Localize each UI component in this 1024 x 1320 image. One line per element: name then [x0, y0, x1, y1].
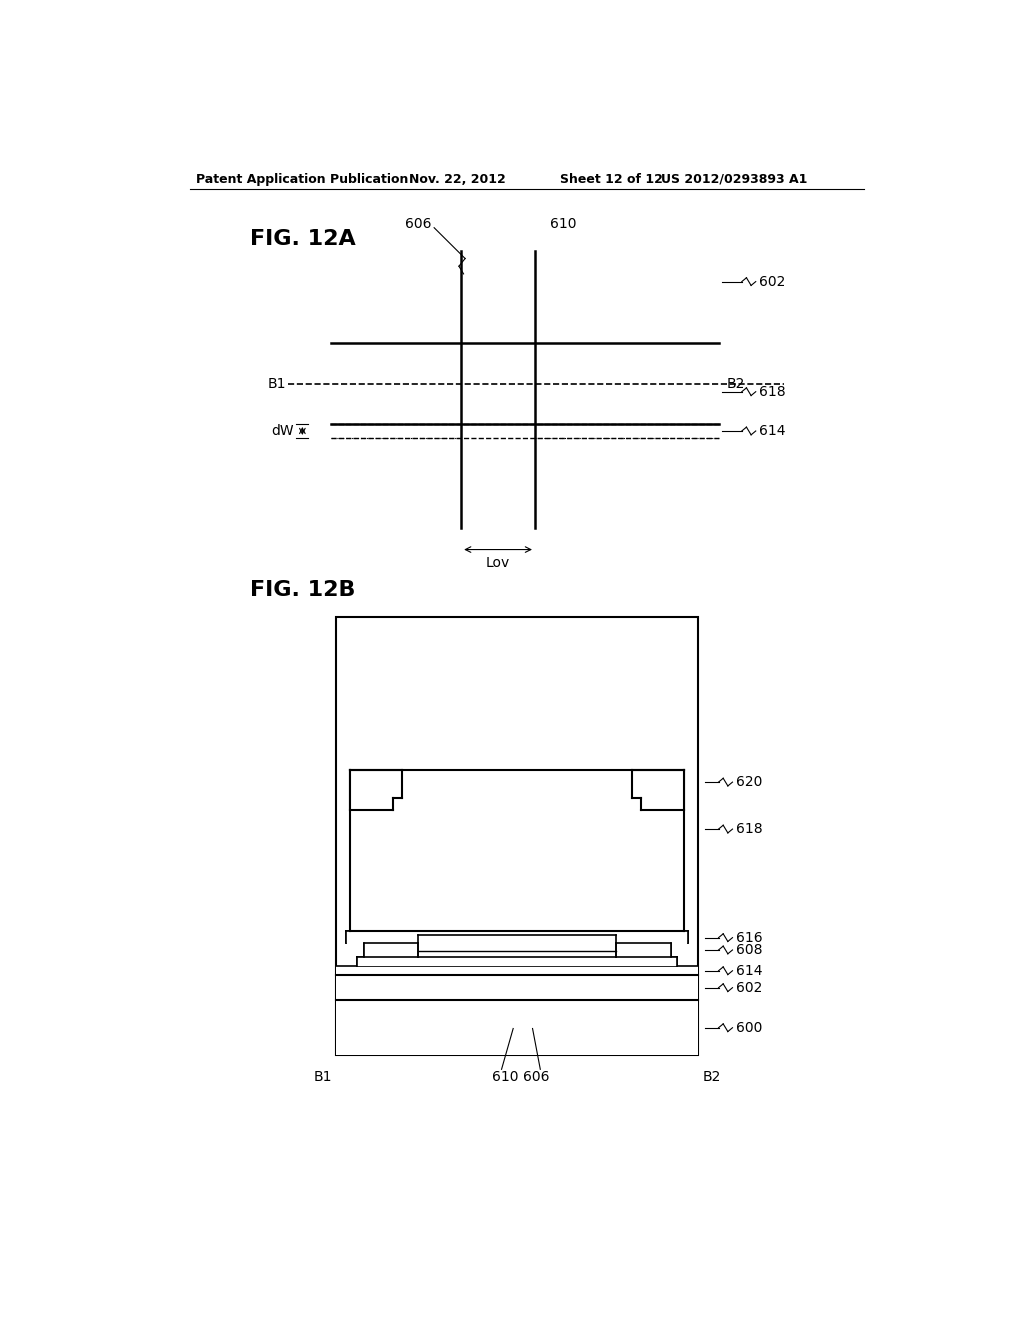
Polygon shape [349, 770, 402, 810]
Bar [616, 942, 671, 957]
Bar [461, 424, 535, 438]
Bar [336, 616, 698, 1056]
Text: 614: 614 [759, 424, 785, 438]
Bar [331, 424, 461, 438]
Bar [331, 343, 461, 424]
Text: 602: 602 [759, 275, 785, 289]
Bar [461, 251, 535, 343]
Bar [418, 936, 616, 950]
Bar [346, 932, 688, 942]
Text: B1: B1 [313, 1071, 332, 1084]
Bar [364, 942, 418, 957]
Text: 602: 602 [735, 981, 762, 995]
Text: 618: 618 [759, 384, 785, 399]
Text: 600: 600 [735, 1020, 762, 1035]
Bar [418, 936, 616, 950]
Bar [461, 343, 535, 424]
Bar [349, 770, 684, 932]
Text: B2: B2 [726, 378, 744, 391]
Text: B2: B2 [702, 1071, 721, 1084]
Bar [616, 942, 671, 957]
Bar [346, 932, 688, 942]
Text: US 2012/0293893 A1: US 2012/0293893 A1 [662, 173, 808, 186]
Text: 618: 618 [735, 822, 762, 836]
Text: FIG. 12B: FIG. 12B [251, 579, 356, 599]
Bar [418, 950, 616, 957]
Bar [461, 424, 535, 528]
Bar [336, 1001, 698, 1056]
Bar [357, 957, 677, 966]
Text: 614: 614 [735, 964, 762, 978]
Bar [357, 957, 677, 966]
Text: 606: 606 [523, 1071, 550, 1084]
Text: FIG. 12A: FIG. 12A [251, 230, 356, 249]
Text: Nov. 22, 2012: Nov. 22, 2012 [409, 173, 505, 186]
Text: dW: dW [271, 424, 294, 438]
Bar [346, 932, 688, 954]
Text: Sheet 12 of 12: Sheet 12 of 12 [560, 173, 664, 186]
Bar [461, 343, 535, 424]
Text: 610: 610 [550, 216, 577, 231]
Bar [535, 343, 719, 424]
Bar [349, 770, 402, 810]
Text: 620: 620 [735, 775, 762, 789]
Text: 608: 608 [735, 942, 762, 957]
Text: 610: 610 [493, 1071, 519, 1084]
Bar [336, 975, 698, 1001]
Text: 606: 606 [406, 216, 432, 231]
Polygon shape [632, 770, 684, 810]
Text: B1: B1 [267, 378, 286, 391]
Bar [331, 251, 719, 528]
Bar [535, 424, 719, 438]
Bar [364, 942, 418, 957]
Text: 616: 616 [735, 931, 762, 945]
Bar [336, 966, 698, 975]
Bar [418, 950, 616, 957]
Text: Patent Application Publication: Patent Application Publication [197, 173, 409, 186]
Text: Lov: Lov [485, 557, 510, 570]
